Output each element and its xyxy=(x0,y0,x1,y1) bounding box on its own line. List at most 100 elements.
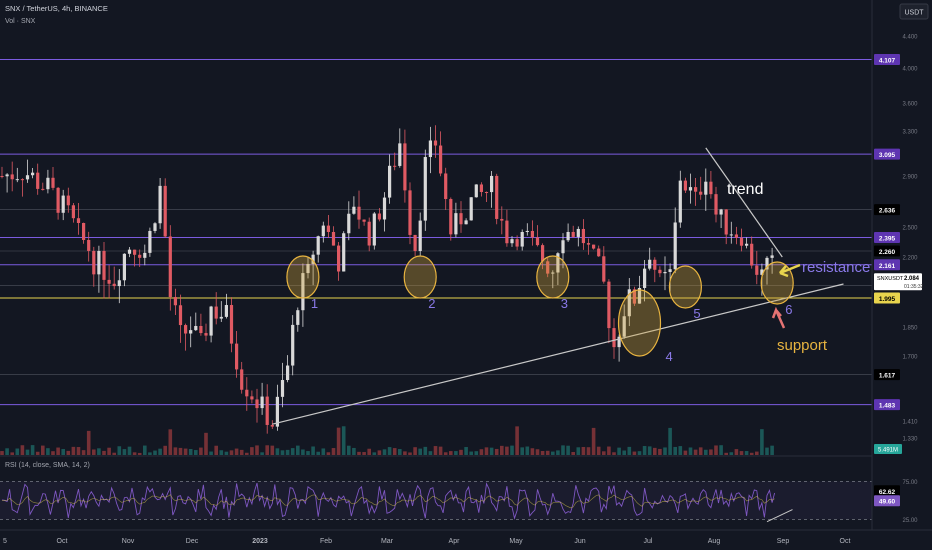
candle-body-32 xyxy=(163,185,167,237)
volume-bar-83 xyxy=(423,446,428,455)
candle-body-151 xyxy=(770,255,774,258)
volume-bar-67 xyxy=(341,426,346,455)
candle-body-36 xyxy=(184,325,188,334)
candle-body-118 xyxy=(602,256,606,282)
candle-body-103 xyxy=(525,230,529,233)
annotation-resistance: resistance xyxy=(802,259,870,276)
volume-bar-102 xyxy=(520,447,524,455)
volume-bar-148 xyxy=(755,451,759,455)
volume-bar-101 xyxy=(515,426,519,455)
candle-body-75 xyxy=(382,197,387,220)
candle-body-53 xyxy=(270,424,274,427)
volume-bar-35 xyxy=(178,447,183,455)
volume-bar-26 xyxy=(132,452,137,455)
candle-body-25 xyxy=(127,249,132,254)
candle-body-82 xyxy=(418,220,422,251)
volume-bar-127 xyxy=(647,446,652,455)
candle-body-72 xyxy=(367,221,371,246)
price-tick-1: 4.000 xyxy=(902,67,918,73)
candle-body-14 xyxy=(71,205,75,219)
candle-body-139 xyxy=(709,181,713,195)
candle-body-10 xyxy=(51,177,55,188)
candle-body-79 xyxy=(403,143,407,191)
candle-body-136 xyxy=(694,187,698,192)
currency-badge-box[interactable] xyxy=(899,3,929,20)
candle-body-91 xyxy=(464,220,468,225)
volume-bar-133 xyxy=(678,446,683,455)
volume-bar-93 xyxy=(474,451,479,455)
symbol-title: SNX / TetherUS, 4h, BINANCE xyxy=(5,4,108,13)
candle-body-6 xyxy=(31,172,35,176)
time-tick-7: Apr xyxy=(449,538,461,545)
price-tick-0: 4.400 xyxy=(902,35,918,41)
price-tick-6: 2.200 xyxy=(902,256,918,262)
volume-bar-28 xyxy=(143,445,147,455)
volume-bar-52 xyxy=(265,445,269,455)
candle-body-8 xyxy=(41,188,45,190)
candle-body-22 xyxy=(112,283,116,287)
volume-bar-42 xyxy=(214,445,218,455)
volume-badge: 5.491M xyxy=(878,448,898,454)
volume-bar-97 xyxy=(494,448,499,455)
candle-body-146 xyxy=(745,243,749,246)
candle-body-38 xyxy=(194,325,198,331)
volume-bar-149 xyxy=(760,429,764,455)
candle-body-29 xyxy=(148,230,152,253)
current-price-value: 2.084 xyxy=(904,276,920,282)
volume-bar-96 xyxy=(489,447,494,455)
candle-body-120 xyxy=(612,328,616,348)
volume-bar-82 xyxy=(418,448,422,455)
resistance-arrow-icon xyxy=(779,263,801,278)
rsi-band xyxy=(0,481,872,520)
level-badge-bg-4 xyxy=(874,245,900,257)
volume-bar-111 xyxy=(566,445,570,455)
candle-body-89 xyxy=(454,213,458,235)
volume-bar-30 xyxy=(153,450,157,455)
candle-body-110 xyxy=(561,240,565,254)
candle-body-17 xyxy=(87,239,91,251)
volume-bar-104 xyxy=(530,448,535,455)
volume-bar-9 xyxy=(46,448,50,455)
price-tick-7: 1.850 xyxy=(902,326,918,332)
price-tick-5: 2.500 xyxy=(902,226,918,232)
circle-label-1: 1 xyxy=(311,296,318,311)
circle-label-4: 4 xyxy=(666,349,673,364)
candle-body-74 xyxy=(377,213,381,220)
candle-body-137 xyxy=(699,191,703,195)
volume-bar-46 xyxy=(234,448,239,455)
volume-bar-94 xyxy=(479,449,484,455)
volume-bar-129 xyxy=(658,448,662,455)
level-badge-bg-7 xyxy=(874,292,900,304)
level-badge-bg-3 xyxy=(874,232,900,243)
volume-bar-37 xyxy=(188,448,193,455)
time-tick-2: Nov xyxy=(122,538,135,545)
candle-body-21 xyxy=(107,279,111,284)
candle-body-30 xyxy=(153,223,157,231)
candle-body-131 xyxy=(668,269,672,272)
volume-bar-98 xyxy=(500,445,504,455)
candle-body-47 xyxy=(240,369,244,390)
candle-body-60 xyxy=(306,263,310,274)
volume-bar-139 xyxy=(709,449,713,455)
level-badge-bg-0 xyxy=(874,53,900,65)
candle-body-116 xyxy=(592,244,596,249)
volume-bar-71 xyxy=(362,452,366,455)
candle-body-115 xyxy=(586,243,591,245)
volume-bar-132 xyxy=(673,446,677,455)
candle-body-134 xyxy=(683,180,687,191)
volume-bar-79 xyxy=(403,451,407,455)
volume-bar-23 xyxy=(117,446,122,455)
candle-body-68 xyxy=(347,213,351,234)
current-price-countdown: 01:35:32 xyxy=(904,284,924,290)
candle-body-55 xyxy=(280,380,285,397)
currency-badge[interactable]: USDT xyxy=(904,10,924,17)
candle-body-66 xyxy=(337,245,341,272)
volume-bar-100 xyxy=(510,445,514,455)
volume-bar-47 xyxy=(239,449,244,455)
volume-bar-75 xyxy=(382,449,387,455)
candle-body-4 xyxy=(20,179,24,181)
volume-bar-63 xyxy=(321,448,326,455)
candle-body-67 xyxy=(342,233,346,272)
volume-bar-91 xyxy=(464,447,468,455)
